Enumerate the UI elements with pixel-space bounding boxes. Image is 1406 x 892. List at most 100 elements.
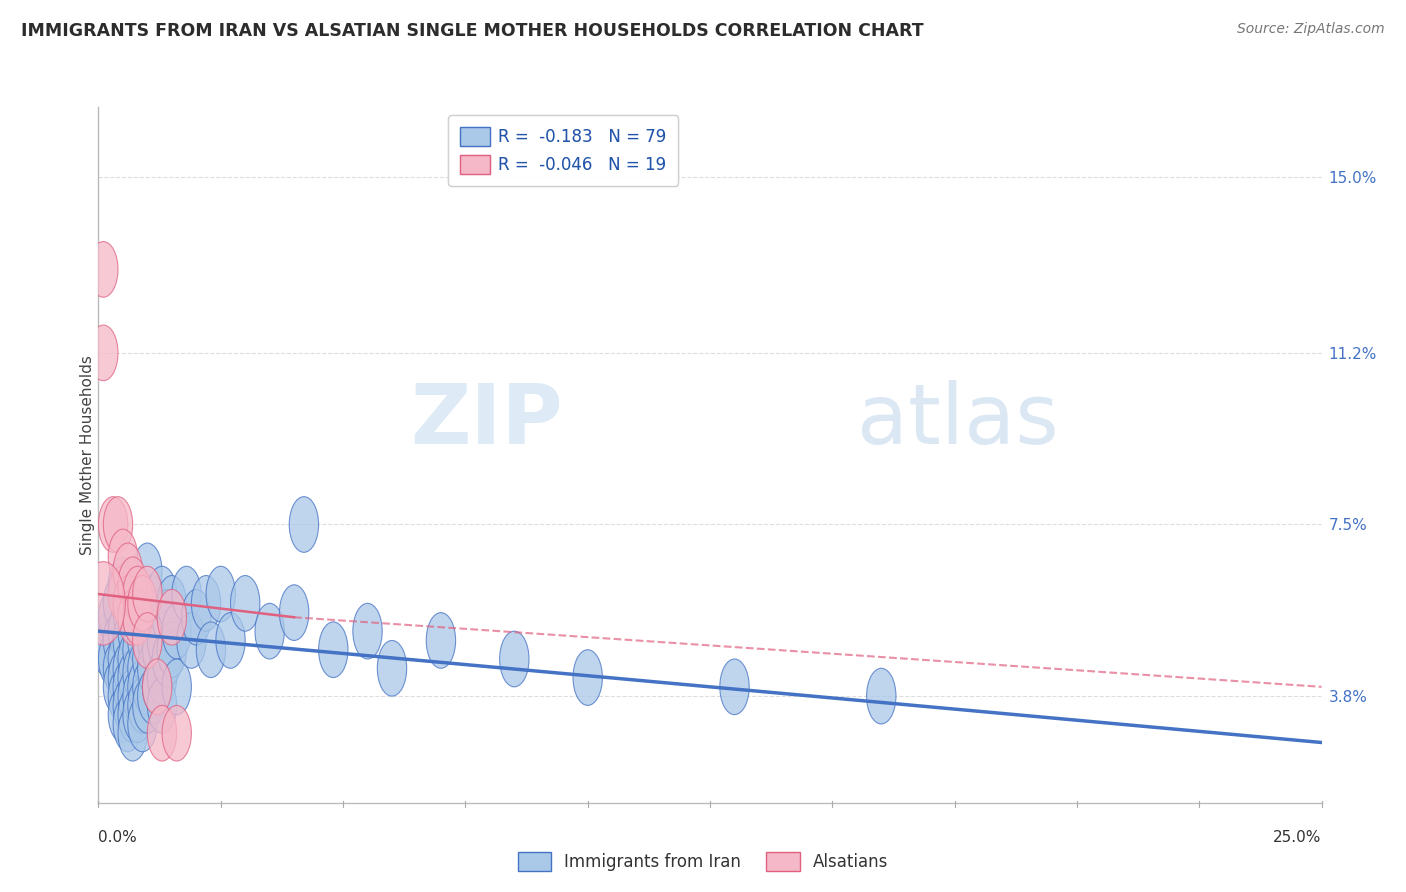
Ellipse shape <box>108 557 138 613</box>
Ellipse shape <box>122 668 152 724</box>
Ellipse shape <box>157 575 187 632</box>
Ellipse shape <box>108 529 138 585</box>
Text: 0.0%: 0.0% <box>98 830 138 845</box>
Ellipse shape <box>108 603 138 659</box>
Ellipse shape <box>118 603 148 659</box>
Ellipse shape <box>98 497 128 552</box>
Ellipse shape <box>112 585 142 640</box>
Ellipse shape <box>94 613 122 668</box>
Ellipse shape <box>319 622 347 678</box>
Text: ZIP: ZIP <box>411 380 564 460</box>
Legend: Immigrants from Iran, Alsatians: Immigrants from Iran, Alsatians <box>509 843 897 880</box>
Ellipse shape <box>162 706 191 761</box>
Ellipse shape <box>108 632 138 687</box>
Ellipse shape <box>108 687 138 742</box>
Ellipse shape <box>89 242 118 297</box>
Ellipse shape <box>122 566 152 622</box>
Ellipse shape <box>142 590 172 645</box>
Ellipse shape <box>132 632 162 687</box>
Ellipse shape <box>157 590 187 645</box>
Ellipse shape <box>172 566 201 622</box>
Ellipse shape <box>231 575 260 632</box>
Ellipse shape <box>217 613 245 668</box>
Ellipse shape <box>118 668 148 724</box>
Ellipse shape <box>148 613 177 668</box>
Ellipse shape <box>162 659 191 714</box>
Ellipse shape <box>112 543 142 599</box>
Ellipse shape <box>118 706 148 761</box>
Ellipse shape <box>122 645 152 701</box>
Ellipse shape <box>112 678 142 733</box>
Ellipse shape <box>132 678 162 733</box>
Ellipse shape <box>112 613 142 668</box>
Ellipse shape <box>132 566 162 622</box>
Ellipse shape <box>157 622 187 678</box>
Text: atlas: atlas <box>856 380 1059 460</box>
Ellipse shape <box>866 668 896 724</box>
Ellipse shape <box>574 649 602 706</box>
Ellipse shape <box>148 649 177 706</box>
Ellipse shape <box>426 613 456 668</box>
Ellipse shape <box>138 575 167 632</box>
Ellipse shape <box>138 640 167 696</box>
Ellipse shape <box>112 575 142 632</box>
Ellipse shape <box>138 613 167 668</box>
Ellipse shape <box>108 566 138 622</box>
Ellipse shape <box>103 659 132 714</box>
Ellipse shape <box>118 557 148 613</box>
Ellipse shape <box>103 575 132 632</box>
Text: 25.0%: 25.0% <box>1274 830 1322 845</box>
Ellipse shape <box>108 668 138 724</box>
Y-axis label: Single Mother Households: Single Mother Households <box>80 355 94 555</box>
Ellipse shape <box>112 640 142 696</box>
Ellipse shape <box>89 325 118 381</box>
Ellipse shape <box>152 632 181 687</box>
Ellipse shape <box>720 659 749 714</box>
Ellipse shape <box>191 575 221 632</box>
Ellipse shape <box>499 632 529 687</box>
Text: IMMIGRANTS FROM IRAN VS ALSATIAN SINGLE MOTHER HOUSEHOLDS CORRELATION CHART: IMMIGRANTS FROM IRAN VS ALSATIAN SINGLE … <box>21 22 924 40</box>
Ellipse shape <box>122 590 152 645</box>
Ellipse shape <box>132 543 162 599</box>
Ellipse shape <box>122 687 152 742</box>
Ellipse shape <box>103 613 132 668</box>
Ellipse shape <box>181 590 211 645</box>
Ellipse shape <box>132 659 162 714</box>
Ellipse shape <box>254 603 284 659</box>
Ellipse shape <box>128 613 157 668</box>
Ellipse shape <box>148 678 177 733</box>
Ellipse shape <box>128 696 157 752</box>
Ellipse shape <box>142 622 172 678</box>
Ellipse shape <box>177 613 207 668</box>
Ellipse shape <box>132 613 162 668</box>
Ellipse shape <box>148 566 177 622</box>
Ellipse shape <box>118 632 148 687</box>
Ellipse shape <box>118 590 148 645</box>
Ellipse shape <box>128 678 157 733</box>
Ellipse shape <box>118 649 148 706</box>
Ellipse shape <box>377 640 406 696</box>
Legend: R =  -0.183   N = 79, R =  -0.046   N = 19: R = -0.183 N = 79, R = -0.046 N = 19 <box>449 115 678 186</box>
Ellipse shape <box>148 706 177 761</box>
Ellipse shape <box>122 590 152 645</box>
Ellipse shape <box>118 566 148 622</box>
Ellipse shape <box>152 590 181 645</box>
Ellipse shape <box>94 622 122 678</box>
Ellipse shape <box>128 575 157 632</box>
Ellipse shape <box>118 687 148 742</box>
Ellipse shape <box>122 622 152 678</box>
Ellipse shape <box>103 497 132 552</box>
Ellipse shape <box>82 562 125 645</box>
Text: Source: ZipAtlas.com: Source: ZipAtlas.com <box>1237 22 1385 37</box>
Ellipse shape <box>197 622 225 678</box>
Ellipse shape <box>207 566 235 622</box>
Ellipse shape <box>128 575 157 632</box>
Ellipse shape <box>142 659 172 714</box>
Ellipse shape <box>98 590 128 645</box>
Ellipse shape <box>128 659 157 714</box>
Ellipse shape <box>103 640 132 696</box>
Ellipse shape <box>162 603 191 659</box>
Ellipse shape <box>142 659 172 714</box>
Ellipse shape <box>98 632 128 687</box>
Ellipse shape <box>112 696 142 752</box>
